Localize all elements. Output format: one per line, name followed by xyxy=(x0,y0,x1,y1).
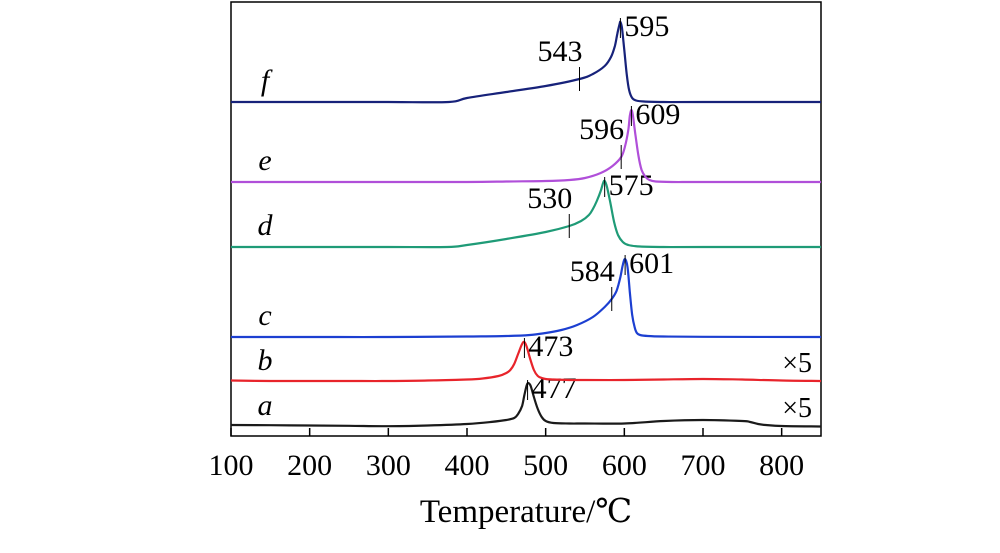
x-tick-label: 600 xyxy=(602,449,647,482)
x-axis: 100 200 300 400 500 600 700 800 xyxy=(209,428,804,482)
peak-label: 595 xyxy=(624,10,669,43)
series-multiplier-b: ×5 xyxy=(782,348,812,379)
onset-label: 596 xyxy=(579,113,624,146)
plot-frame xyxy=(230,1,822,437)
x-tick-label: 300 xyxy=(366,449,411,482)
x-tick-label: 700 xyxy=(681,449,726,482)
peak-label: 601 xyxy=(629,247,674,280)
onset-label: 543 xyxy=(537,35,582,68)
x-axis-title: Temperature/℃ xyxy=(420,494,632,530)
onset-label: 584 xyxy=(570,255,615,288)
x-tick-label: 500 xyxy=(523,449,568,482)
series-line-a xyxy=(230,381,822,428)
series-label-d: d xyxy=(258,209,274,242)
series-multiplier-a: ×5 xyxy=(782,393,812,424)
onset-label: 530 xyxy=(527,182,572,215)
series-line-f xyxy=(231,20,821,104)
series-label-e: e xyxy=(258,144,271,177)
series-label-c: c xyxy=(258,299,271,332)
series-line-d xyxy=(231,179,821,249)
peak-label: 609 xyxy=(635,98,680,131)
annotation-layer: 584 530 596 543 xyxy=(527,35,624,311)
peak-label: 575 xyxy=(609,169,654,202)
x-tick-label: 800 xyxy=(759,449,804,482)
series-label-a: a xyxy=(258,389,273,422)
series-line-b xyxy=(230,340,822,383)
x-tick-label: 400 xyxy=(445,449,490,482)
series-label-b: b xyxy=(258,344,273,377)
x-tick-label: 200 xyxy=(287,449,332,482)
series-line-e xyxy=(231,108,822,184)
series-line-c xyxy=(230,257,822,339)
x-tick-label: 100 xyxy=(209,449,254,482)
series-label-f: f xyxy=(261,64,273,97)
